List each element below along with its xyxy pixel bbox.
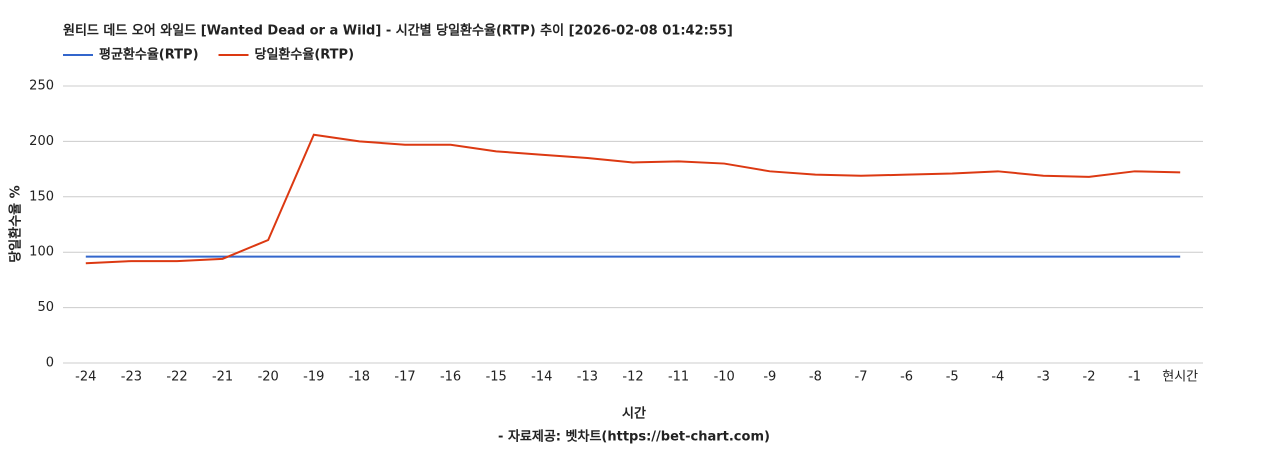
y-tick-label: 200 [29,134,54,149]
x-tick-label: -9 [763,370,776,385]
x-tick-label: -19 [303,370,324,385]
x-tick-label: 현시간 [1162,370,1198,385]
x-tick-label: -8 [809,370,822,385]
x-tick-label: -20 [258,370,279,385]
legend-label: 평균환수율(RTP) [99,47,199,63]
x-tick-label: -24 [75,370,96,385]
x-tick-label: -13 [577,370,598,385]
source: - 자료제공: 벳차트(https://bet-chart.com) [498,429,770,445]
x-tick-label: -16 [440,370,461,385]
x-tick-label: -18 [349,370,370,385]
legend-label: 당일환수율(RTP) [255,47,355,63]
y-tick-label: 0 [46,356,54,371]
y-tick-label: 50 [37,300,54,315]
x-tick-label: -7 [855,370,868,385]
y-axis-title: 당일환수율 % [8,185,24,262]
x-tick-label: -2 [1083,370,1096,385]
x-tick-label: -4 [991,370,1004,385]
y-tick-label: 150 [29,189,54,204]
x-tick-label: -21 [212,370,233,385]
x-axis-title: 시간 [622,406,646,422]
y-tick-label: 100 [29,245,54,260]
chart-title: 원티드 데드 오어 와일드 [Wanted Dead or a Wild] - … [63,23,733,39]
x-tick-label: -23 [121,370,142,385]
y-tick-label: 250 [29,79,54,94]
series-line [85,133,1181,265]
x-tick-label: -11 [668,370,689,385]
x-tick-label: -22 [166,370,187,385]
x-tick-label: -14 [531,370,552,385]
x-tick-label: -10 [714,370,735,385]
x-tick-label: -12 [622,370,643,385]
x-tick-label: -15 [486,370,507,385]
x-tick-label: -17 [394,370,415,385]
x-tick-label: -1 [1128,370,1141,385]
x-tick-label: -6 [900,370,913,385]
x-tick-label: -5 [946,370,959,385]
x-tick-label: -3 [1037,370,1050,385]
